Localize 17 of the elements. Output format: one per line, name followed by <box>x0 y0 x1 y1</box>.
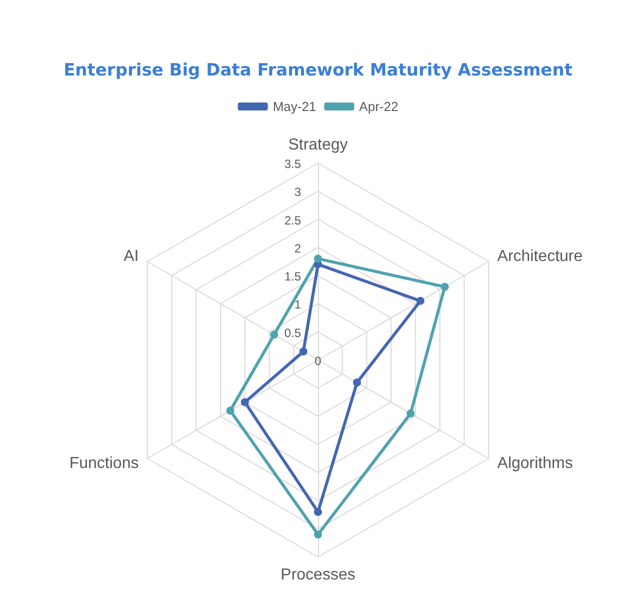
y-tick-label: 3 <box>294 185 302 200</box>
spoke-label: Functions <box>69 455 139 472</box>
legend-label: Apr-22 <box>359 99 398 114</box>
y-tick-label: 0 <box>314 354 322 368</box>
chart-title: Enterprise Big Data Framework Maturity Assessment <box>64 60 572 80</box>
spoke-label: Algorithms <box>497 455 573 472</box>
y-tick-label: 0.5 <box>284 326 302 340</box>
y-tick-label: 2 <box>294 241 302 256</box>
spoke-label: AI <box>124 248 139 265</box>
spoke-label: Processes <box>280 566 356 584</box>
legend-label: May-21 <box>272 99 316 114</box>
spoke-label: Strategy <box>288 136 348 154</box>
y-tick-label: 2.5 <box>284 213 302 228</box>
spoke-label: Architecture <box>497 248 583 265</box>
y-tick-label: 1.5 <box>284 270 302 284</box>
y-tick-label: 1 <box>294 298 302 312</box>
y-tick-label: 3.5 <box>284 157 302 171</box>
